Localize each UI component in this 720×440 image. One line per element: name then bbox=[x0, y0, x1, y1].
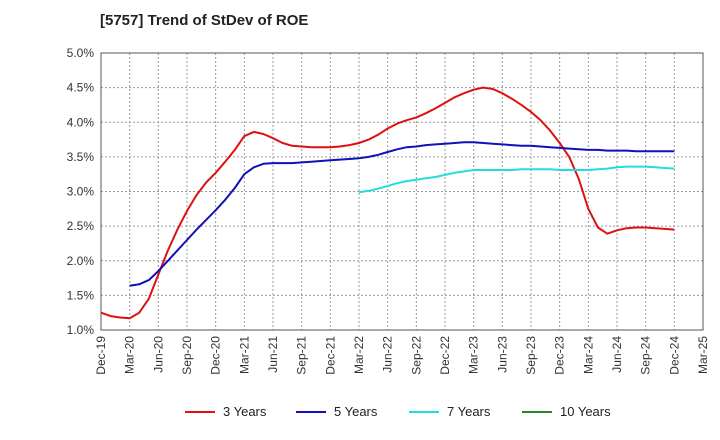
x-tick-label: Dec-21 bbox=[323, 336, 337, 375]
legend-item: 7 Years bbox=[409, 404, 490, 419]
grid-lines bbox=[100, 52, 704, 331]
x-tick-label: Sep-22 bbox=[409, 336, 423, 375]
legend-swatch bbox=[409, 410, 439, 413]
x-tick-label: Mar-25 bbox=[696, 336, 710, 374]
y-tick-label: 4.5% bbox=[67, 81, 95, 95]
legend-label: 7 Years bbox=[447, 404, 491, 419]
legend-swatch bbox=[522, 410, 552, 413]
legend-swatch bbox=[185, 410, 215, 413]
x-tick-label: Mar-24 bbox=[581, 336, 595, 374]
series-line-5-years bbox=[129, 141, 675, 287]
legend-swatch bbox=[296, 410, 326, 413]
y-tick-label: 1.0% bbox=[67, 323, 95, 337]
legend-item: 10 Years bbox=[522, 404, 611, 419]
x-tick-label: Sep-21 bbox=[295, 336, 309, 375]
legend-item: 5 Years bbox=[296, 404, 377, 419]
x-tick-label: Mar-20 bbox=[123, 336, 137, 374]
y-tick-label: 4.0% bbox=[67, 115, 95, 129]
x-tick-label: Dec-22 bbox=[438, 336, 452, 375]
chart-axes bbox=[100, 52, 704, 331]
x-tick-label: Mar-23 bbox=[467, 336, 481, 374]
x-axis-tick-labels: Dec-19 Mar-20 Jun-20 Sep-20 Dec-20 Mar-21 Jun-… bbox=[94, 336, 710, 375]
y-tick-label: 3.5% bbox=[67, 150, 95, 164]
x-tick-label: Mar-22 bbox=[352, 336, 366, 374]
line-chart: 1.0% 1.5% 2.0% 2.5% 3.0% 3.5% 4.0% 4.5% 5.0% Dec… bbox=[67, 46, 710, 375]
x-tick-label: Jun-23 bbox=[495, 336, 509, 373]
y-tick-label: 5.0% bbox=[67, 46, 95, 60]
y-tick-label: 2.5% bbox=[67, 219, 95, 233]
x-tick-label: Sep-20 bbox=[180, 336, 194, 375]
plot-area-border bbox=[100, 52, 704, 331]
series-lines bbox=[100, 86, 675, 320]
series-line-3-years bbox=[100, 86, 675, 320]
chart-title: [5757] Trend of StDev of ROE bbox=[100, 12, 309, 29]
x-tick-label: Jun-24 bbox=[610, 336, 624, 373]
y-tick-label: 3.0% bbox=[67, 185, 95, 199]
x-tick-label: Mar-21 bbox=[237, 336, 251, 374]
y-axis-tick-labels: 1.0% 1.5% 2.0% 2.5% 3.0% 3.5% 4.0% 4.5% 5.0% bbox=[67, 46, 95, 337]
legend-label: 10 Years bbox=[560, 404, 611, 419]
x-tick-label: Dec-23 bbox=[553, 336, 567, 375]
y-tick-label: 2.0% bbox=[67, 254, 95, 268]
y-tick-label: 1.5% bbox=[67, 288, 95, 302]
x-tick-label: Sep-24 bbox=[639, 336, 653, 375]
x-tick-label: Jun-20 bbox=[151, 336, 165, 373]
x-tick-label: Jun-22 bbox=[381, 336, 395, 373]
chart-legend: 3 Years 5 Years 7 Years 10 Years bbox=[0, 404, 720, 426]
x-tick-label: Sep-23 bbox=[524, 336, 538, 375]
series-line-7-years bbox=[358, 165, 675, 194]
x-tick-label: Jun-21 bbox=[266, 336, 280, 373]
x-tick-label: Dec-24 bbox=[667, 336, 681, 375]
x-tick-label: Dec-19 bbox=[94, 336, 108, 375]
legend-label: 5 Years bbox=[334, 404, 378, 419]
legend-item: 3 Years bbox=[185, 404, 266, 419]
x-tick-label: Dec-20 bbox=[209, 336, 223, 375]
legend-label: 3 Years bbox=[223, 404, 267, 419]
